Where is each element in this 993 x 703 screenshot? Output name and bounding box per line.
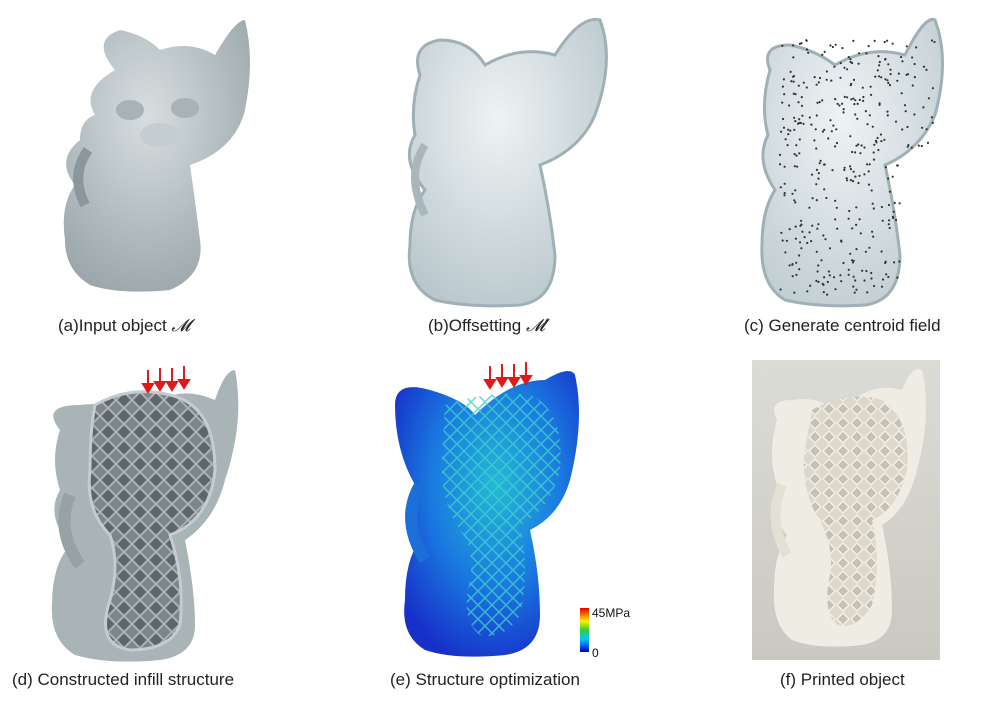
centroid-field-image <box>760 17 944 308</box>
panel-b-offsetting: (b)Offsetting 𝓜′ <box>380 0 700 336</box>
colorbar-max-label: 45MPa <box>592 606 631 620</box>
caption-b: (b)Offsetting 𝓜′ <box>428 316 549 336</box>
colorbar <box>580 608 589 652</box>
load-arrows <box>141 366 191 394</box>
cat-mesh-image <box>63 20 250 292</box>
panel-c-centroid-field: (c) Generate centroid field <box>740 0 993 335</box>
panel-d-infill: (d) Constructed infill structure <box>12 360 340 690</box>
centroid-dots <box>778 39 936 296</box>
caption-e: (e) Structure optimization <box>390 670 580 689</box>
caption-a: (a)Input object 𝓜 <box>58 316 191 336</box>
colorbar-min-label: 0 <box>592 646 599 660</box>
panel-f-printed: (f) Printed object <box>752 360 993 690</box>
caption-f: (f) Printed object <box>780 670 905 689</box>
panel-e-optimization: 45MPa 0 (e) Structure optimization <box>380 360 700 690</box>
panel-a-input-object: (a)Input object 𝓜 <box>20 0 340 336</box>
printed-object-photo <box>752 360 940 660</box>
load-arrows <box>483 362 533 390</box>
offset-mesh-image <box>407 17 608 308</box>
caption-c: (c) Generate centroid field <box>744 316 941 335</box>
stress-map-image <box>395 362 589 657</box>
infill-structure-image <box>51 366 239 662</box>
caption-d: (d) Constructed infill structure <box>12 670 235 689</box>
